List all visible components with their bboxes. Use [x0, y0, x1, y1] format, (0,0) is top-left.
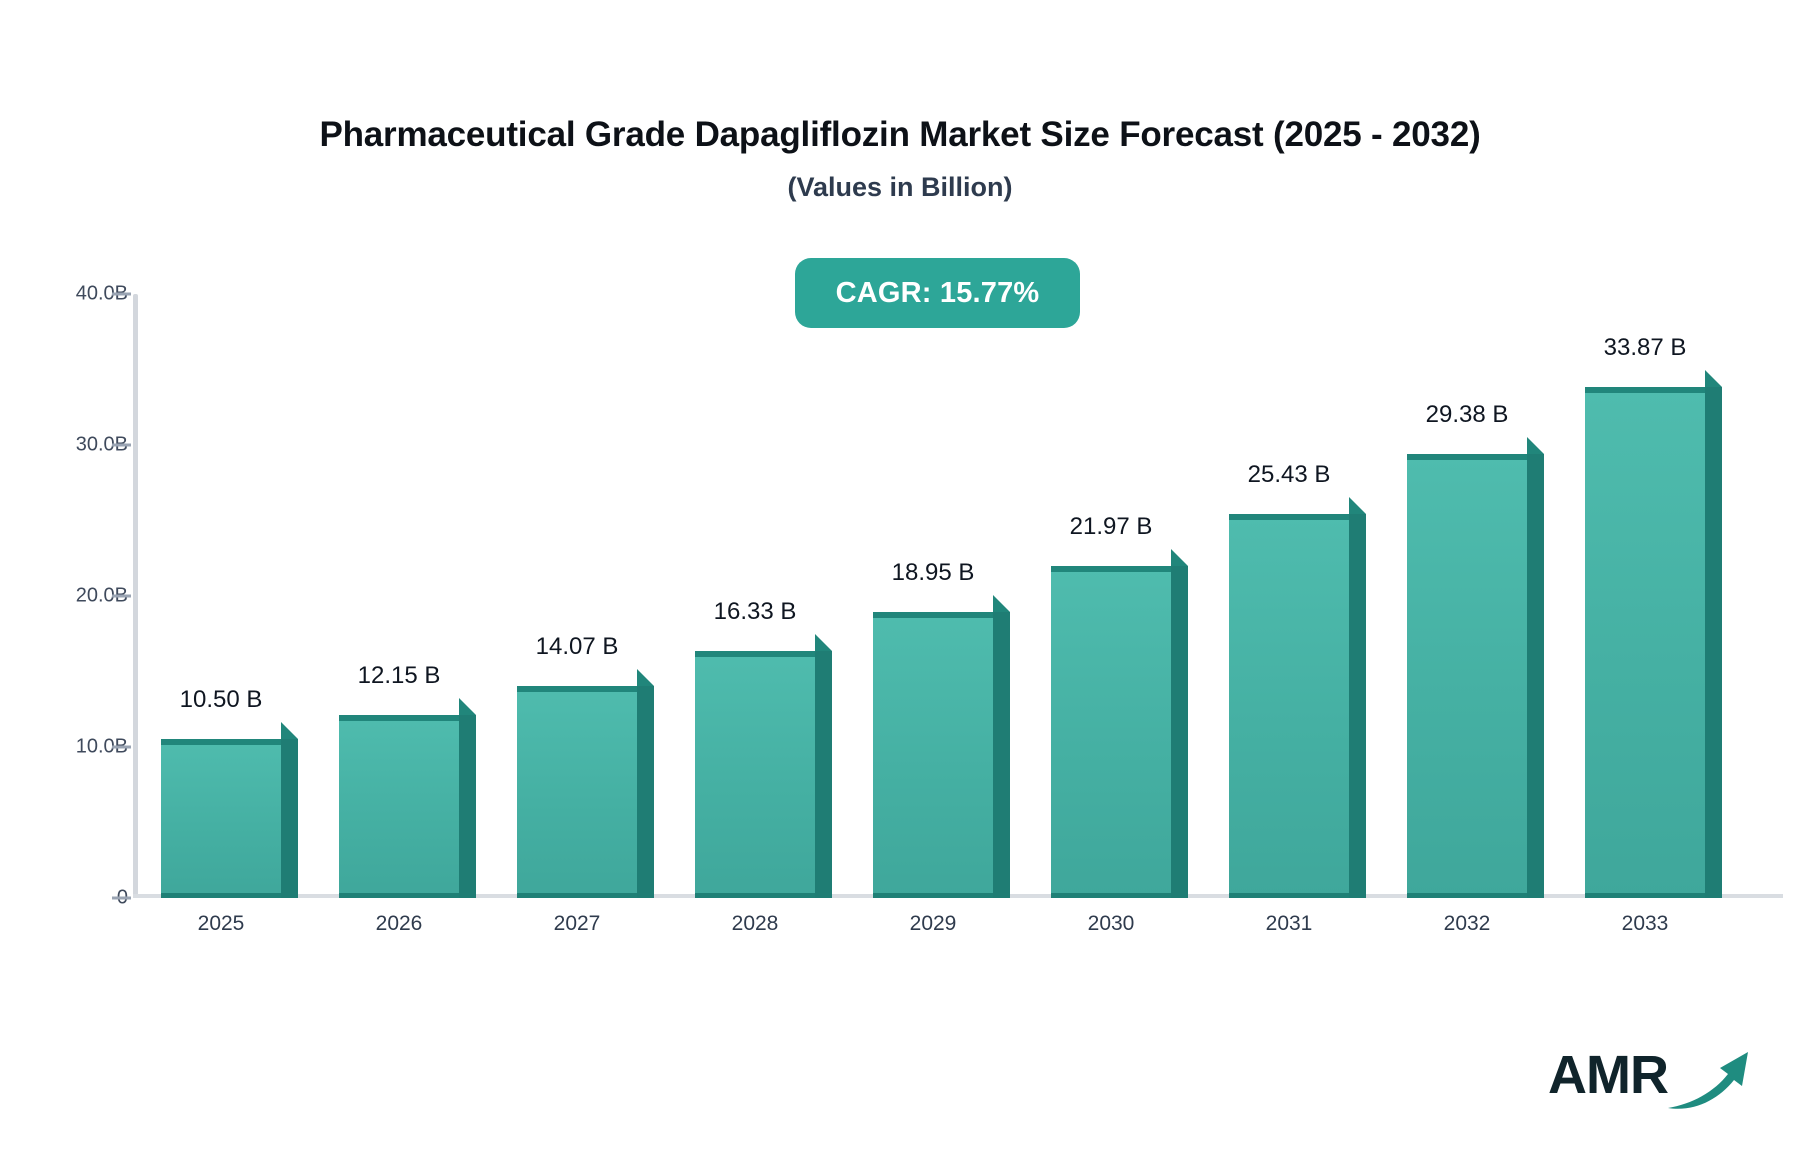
bar-base-band: [695, 893, 815, 898]
bar-top-face: [1705, 370, 1722, 387]
bar-front-face: [161, 739, 281, 898]
bar-value-label: 33.87 B: [1603, 334, 1687, 361]
y-axis-tick-mark: [112, 594, 131, 598]
bar-front-face: [339, 715, 459, 898]
bar-top-edge: [1585, 387, 1705, 393]
bar-top-face: [281, 722, 298, 739]
y-axis-tick-mark: [112, 896, 131, 900]
bar[interactable]: [1585, 370, 1722, 898]
bar-top-edge: [873, 612, 993, 618]
x-axis-tick-label: 2031: [1265, 912, 1313, 935]
bar-top-edge: [695, 651, 815, 657]
bar[interactable]: [161, 722, 298, 898]
bar-front-face: [695, 651, 815, 898]
bar-top-edge: [339, 715, 459, 721]
bar-top-face: [1349, 497, 1366, 514]
bar-value-label: 10.50 B: [179, 686, 263, 713]
bar-value-label: 21.97 B: [1069, 513, 1153, 540]
bar-value-label: 16.33 B: [713, 598, 797, 625]
bar-side-face: [815, 651, 832, 898]
bar-front-face: [517, 686, 637, 898]
x-axis-tick-label: 2032: [1443, 912, 1491, 935]
y-axis-line: [133, 294, 138, 898]
bar-top-edge: [1407, 454, 1527, 460]
bar-top-face: [1171, 549, 1188, 566]
bar-top-edge: [1229, 514, 1349, 520]
bar-side-face: [1527, 454, 1544, 898]
x-axis-tick-label: 2030: [1087, 912, 1135, 935]
amr-wordmark: AMR: [1548, 1045, 1669, 1105]
bar-base-band: [873, 893, 993, 898]
bar-top-edge: [1051, 566, 1171, 572]
bar-top-edge: [517, 686, 637, 692]
bar-top-face: [637, 669, 654, 686]
bar-base-band: [339, 893, 459, 898]
bar[interactable]: [1051, 549, 1188, 898]
bar-top-face: [993, 595, 1010, 612]
bar-value-label: 29.38 B: [1425, 401, 1509, 428]
bar-top-face: [1527, 437, 1544, 454]
bar[interactable]: [873, 595, 1010, 898]
bar-base-band: [1585, 893, 1705, 898]
bar-base-band: [161, 893, 281, 898]
bar-side-face: [281, 739, 298, 898]
x-axis-tick-label: 2026: [375, 912, 423, 935]
y-axis-tick-mark: [112, 443, 131, 447]
y-axis-tick-mark: [112, 745, 131, 749]
x-axis-tick-label: 2029: [909, 912, 957, 935]
bar-front-face: [1407, 454, 1527, 898]
bar-side-face: [459, 715, 476, 898]
y-axis-tick-label: 0: [0, 887, 128, 910]
y-axis-tick-label: 20.0B: [75, 584, 128, 607]
bar[interactable]: [339, 698, 476, 898]
amr-logo: AMR: [1548, 1038, 1748, 1118]
bar-front-face: [873, 612, 993, 898]
chart-subtitle: (Values in Billion): [787, 172, 1013, 202]
bar-side-face: [1171, 566, 1188, 898]
bar-side-face: [1705, 387, 1722, 898]
arrow-up-right-icon: [1668, 1052, 1748, 1109]
bar-front-face: [1585, 387, 1705, 898]
bar-front-face: [1051, 566, 1171, 898]
x-axis-tick-label: 2025: [197, 912, 245, 935]
bar-side-face: [993, 612, 1010, 898]
x-axis-tick-label: 2028: [731, 912, 779, 935]
bar-base-band: [1229, 893, 1349, 898]
x-axis-tick-label: 2027: [553, 912, 601, 935]
bar-side-face: [637, 686, 654, 898]
bar-value-label: 14.07 B: [535, 633, 619, 660]
y-axis-tick-mark: [112, 292, 131, 296]
chart-title: Pharmaceutical Grade Dapagliflozin Marke…: [319, 115, 1481, 154]
bar-value-label: 18.95 B: [891, 559, 975, 586]
bar[interactable]: [695, 634, 832, 898]
y-axis-tick-label: 40.0B: [75, 282, 128, 305]
bar[interactable]: [1407, 437, 1544, 898]
y-axis-tick-label: 30.0B: [75, 433, 128, 456]
bar-top-face: [815, 634, 832, 651]
cagr-badge: CAGR: 15.77%: [795, 258, 1080, 328]
bar-base-band: [1051, 893, 1171, 898]
x-axis-tick-label: 2033: [1621, 912, 1669, 935]
y-axis-tick-label: 10.0B: [75, 735, 128, 758]
bar[interactable]: [1229, 497, 1366, 898]
bar-value-label: 25.43 B: [1247, 461, 1331, 488]
bar-side-face: [1349, 514, 1366, 898]
bar-front-face: [1229, 514, 1349, 898]
bar-top-face: [459, 698, 476, 715]
bar-top-edge: [161, 739, 281, 745]
bar-base-band: [517, 893, 637, 898]
bar-value-label: 12.15 B: [357, 662, 441, 689]
bar[interactable]: [517, 669, 654, 898]
bar-base-band: [1407, 893, 1527, 898]
